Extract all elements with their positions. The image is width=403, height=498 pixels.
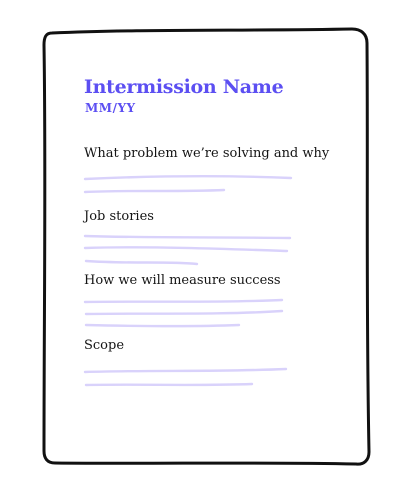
frame-outline xyxy=(42,27,371,466)
placeholder-line xyxy=(83,188,226,194)
placeholder-lines-scope xyxy=(83,367,288,387)
document-title: Intermission Name xyxy=(84,76,284,98)
placeholder-line xyxy=(83,174,293,181)
placeholder-lines-success xyxy=(83,298,284,328)
placeholder-lines-problem xyxy=(83,174,293,194)
placeholder-line xyxy=(83,367,288,374)
section-heading-scope: Scope xyxy=(84,338,125,353)
placeholder-line xyxy=(84,309,284,316)
document-date: MM/YY xyxy=(85,101,136,115)
placeholder-lines-job-stories xyxy=(83,234,292,266)
section-heading-problem: What problem we’re solving and why xyxy=(84,146,330,161)
section-heading-job-stories: Job stories xyxy=(84,209,154,224)
placeholder-line xyxy=(84,259,199,266)
placeholder-line xyxy=(83,246,289,253)
placeholder-line xyxy=(84,323,241,328)
placeholder-line xyxy=(83,298,284,304)
placeholder-line xyxy=(83,234,292,240)
placeholder-line xyxy=(84,382,254,387)
section-heading-success: How we will measure success xyxy=(84,273,281,288)
